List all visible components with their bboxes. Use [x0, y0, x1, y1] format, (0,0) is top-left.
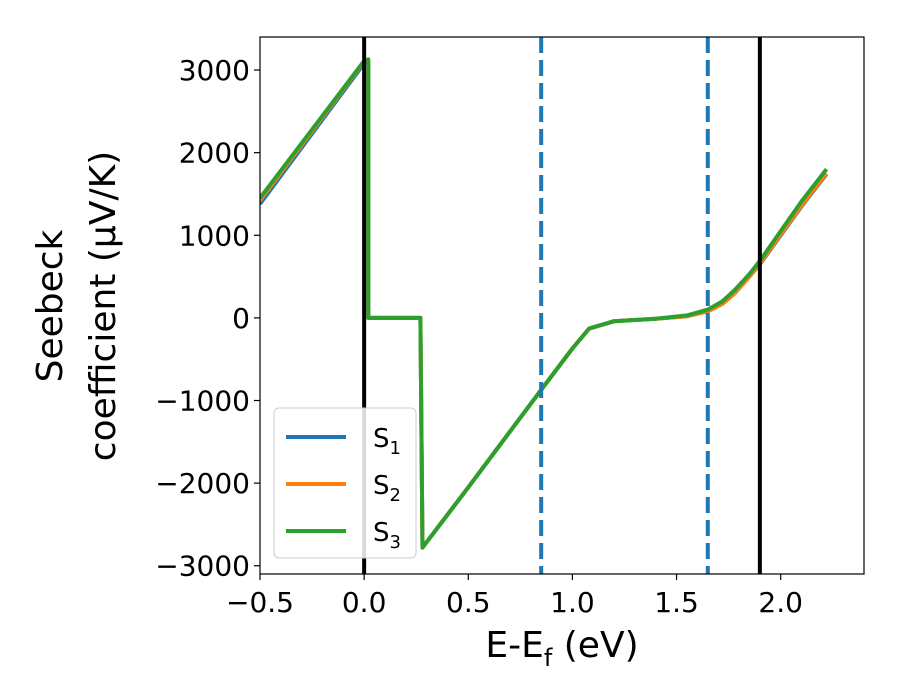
x-tick-label: −0.5: [226, 586, 294, 619]
series-line-3: [260, 57, 829, 550]
y-tick-label: 3000: [179, 54, 250, 87]
series-layer: [260, 57, 829, 550]
x-tick-label: 2.0: [758, 586, 803, 619]
x-tick-label: 0.0: [342, 586, 387, 619]
x-axis-title: E-Ef (eV): [485, 625, 638, 672]
x-axis: −0.5 0.0 0.5 1.0 1.5 2.0: [226, 574, 803, 619]
y-axis-title-line1: Seebeck: [30, 229, 71, 382]
plot-frame: [259, 36, 865, 575]
legend-label-1: S1: [373, 424, 401, 459]
y-tick-label: 2000: [179, 137, 250, 170]
y-tick-label: −1000: [155, 385, 250, 418]
y-axis: −3000 −2000 −1000 0 1000 2000 3000: [155, 54, 260, 583]
y-tick-label: 1000: [179, 219, 250, 252]
x-tick-label: 1.0: [550, 586, 595, 619]
y-axis-title-line2: coefficient (μV/K): [83, 151, 124, 461]
y-axis-title: Seebeck coefficient (μV/K): [30, 151, 124, 461]
x-tick-label: 1.5: [654, 586, 699, 619]
y-tick-label: −2000: [155, 467, 250, 500]
legend: S1 S2 S3: [273, 407, 417, 559]
y-tick-label: 0: [232, 302, 250, 335]
y-tick-label: −3000: [155, 550, 250, 583]
x-tick-label: 0.5: [446, 586, 491, 619]
legend-label-2: S2: [373, 471, 401, 506]
legend-label-3: S3: [373, 518, 401, 553]
